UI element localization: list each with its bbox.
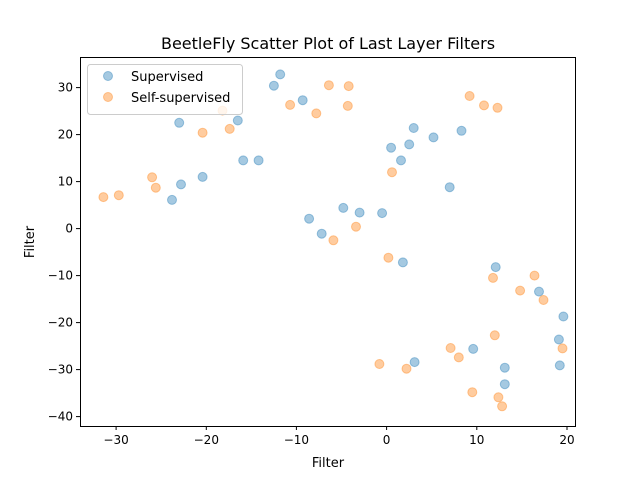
data-point-supervised (404, 139, 415, 150)
data-point-self-supervised (538, 295, 549, 305)
data-point-self-supervised (285, 99, 296, 110)
data-point-supervised (444, 182, 455, 193)
data-point-supervised (408, 123, 419, 133)
x-tick-label: 0 (383, 433, 391, 447)
data-point-self-supervised (342, 100, 353, 111)
data-point-supervised (558, 311, 569, 322)
data-point-supervised (297, 95, 308, 106)
data-point-supervised (499, 362, 510, 373)
series-self-supervised (98, 80, 568, 412)
data-point-supervised (232, 115, 243, 126)
data-point-self-supervised (445, 343, 456, 353)
legend-marker-supervised (103, 71, 113, 81)
data-point-self-supervised (147, 172, 158, 183)
data-point-self-supervised (492, 102, 503, 113)
data-point-self-supervised (311, 108, 322, 119)
data-point-self-supervised (387, 167, 397, 178)
data-point-supervised (377, 208, 388, 219)
y-axis-label: Filter (23, 225, 38, 258)
data-point-self-supervised (343, 81, 354, 92)
data-point-self-supervised (401, 363, 412, 374)
x-tick-label: 20 (559, 433, 574, 447)
data-point-self-supervised (479, 100, 489, 111)
data-point-self-supervised (150, 182, 161, 193)
x-axis: −30 −20 −10 0 10 20 (103, 426, 575, 447)
data-point-supervised (354, 207, 365, 218)
data-point-supervised (554, 360, 565, 371)
data-point-self-supervised (383, 252, 394, 263)
chart-title: BeetleFly Scatter Plot of Last Layer Fil… (161, 34, 495, 53)
data-point-self-supervised (113, 190, 124, 201)
data-point-self-supervised (497, 401, 508, 412)
data-point-self-supervised (464, 91, 475, 101)
data-point-supervised (396, 155, 406, 166)
data-point-self-supervised (374, 359, 385, 369)
x-axis-label: Filter (312, 456, 345, 471)
data-point-supervised (490, 262, 501, 273)
y-tick-label: 10 (58, 175, 73, 189)
plot-area (80, 57, 576, 427)
data-point-supervised (534, 286, 544, 297)
data-point-supervised (197, 171, 208, 182)
data-point-supervised (499, 379, 510, 390)
y-tick-label: 0 (65, 222, 73, 236)
data-point-self-supervised (515, 285, 526, 296)
data-point-supervised (553, 334, 564, 345)
legend-label-supervised: Supervised (131, 70, 203, 85)
y-tick-label: −40 (48, 410, 73, 424)
legend: Supervised Self-supervised (87, 64, 243, 115)
y-tick-label: −10 (48, 269, 73, 283)
data-point-self-supervised (467, 387, 478, 398)
data-point-self-supervised (224, 123, 235, 134)
data-point-supervised (386, 142, 397, 153)
data-point-self-supervised (323, 80, 334, 91)
legend-marker-self-supervised (103, 92, 113, 102)
data-point-supervised (397, 257, 408, 268)
data-point-self-supervised (328, 235, 339, 246)
data-point-self-supervised (197, 127, 208, 138)
data-point-supervised (428, 132, 439, 143)
data-point-self-supervised (98, 192, 109, 203)
data-point-supervised (338, 202, 349, 213)
data-point-supervised (468, 343, 479, 354)
series-supervised (167, 69, 569, 390)
data-point-self-supervised (453, 352, 464, 363)
points-layer (98, 69, 569, 412)
y-tick-label: −30 (48, 363, 73, 377)
data-point-self-supervised (351, 221, 361, 232)
data-point-supervised (456, 125, 467, 136)
data-point-self-supervised (529, 270, 540, 281)
axes-frame (80, 57, 576, 427)
data-point-supervised (268, 80, 279, 91)
y-axis: −40 −30 −20 −10 0 10 20 30 (48, 81, 80, 424)
data-point-self-supervised (557, 343, 568, 354)
data-point-supervised (409, 357, 420, 368)
data-point-supervised (167, 194, 177, 205)
x-tick-label: 10 (469, 433, 484, 447)
y-tick-label: 20 (58, 128, 73, 142)
legend-box (87, 64, 243, 115)
data-point-self-supervised (489, 330, 500, 341)
y-tick-label: 30 (58, 81, 73, 95)
data-point-supervised (275, 69, 286, 80)
legend-label-self-supervised: Self-supervised (131, 91, 230, 106)
data-point-supervised (238, 155, 249, 166)
x-tick-label: −30 (103, 433, 128, 447)
data-point-self-supervised (488, 272, 498, 283)
data-point-supervised (253, 155, 264, 166)
data-point-supervised (304, 213, 315, 224)
data-point-self-supervised (493, 392, 504, 403)
data-point-supervised (174, 117, 185, 128)
x-tick-label: −20 (194, 433, 219, 447)
y-tick-label: −20 (48, 316, 73, 330)
data-point-supervised (176, 179, 186, 190)
data-point-supervised (316, 228, 327, 239)
x-tick-label: −10 (284, 433, 309, 447)
